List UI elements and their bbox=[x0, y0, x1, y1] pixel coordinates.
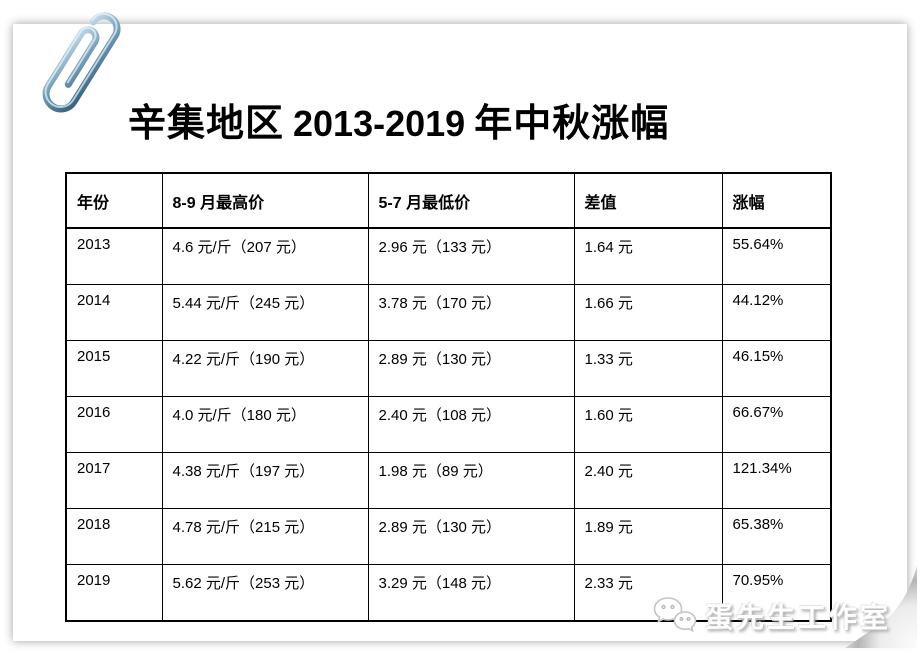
paperclip-icon bbox=[25, 0, 137, 146]
cell-year: 2017 bbox=[65, 452, 163, 509]
cell-year: 2013 bbox=[65, 227, 163, 285]
cell-min-price: 3.78 元（170 元） bbox=[367, 284, 575, 341]
col-header-min-price: 5-7 月最低价 bbox=[367, 172, 575, 229]
cell-increase: 44.12% bbox=[721, 284, 832, 341]
table-row: 2019 5.62 元/斤（253 元） 3.29 元（148 元） 2.33 … bbox=[65, 564, 832, 622]
table-row: 2013 4.6 元/斤（207 元） 2.96 元（133 元） 1.64 元… bbox=[65, 227, 832, 285]
cell-difference: 1.66 元 bbox=[573, 284, 723, 341]
cell-year: 2014 bbox=[65, 284, 163, 341]
col-header-year: 年份 bbox=[65, 172, 163, 229]
cell-difference: 1.89 元 bbox=[573, 508, 723, 565]
watermark-text: 蛋先生工作室 bbox=[704, 603, 891, 634]
cell-year: 2018 bbox=[65, 508, 163, 565]
cell-increase: 121.34% bbox=[721, 452, 832, 509]
col-header-increase: 涨幅 bbox=[721, 172, 832, 229]
cell-min-price: 1.98 元（89 元） bbox=[367, 452, 575, 509]
cell-max-price: 4.0 元/斤（180 元） bbox=[161, 396, 369, 453]
cell-min-price: 3.29 元（148 元） bbox=[367, 564, 575, 622]
cell-min-price: 2.89 元（130 元） bbox=[367, 340, 575, 397]
table-row: 2017 4.38 元/斤（197 元） 1.98 元（89 元） 2.40 元… bbox=[65, 452, 832, 509]
cell-min-price: 2.96 元（133 元） bbox=[367, 227, 575, 285]
table-row: 2018 4.78 元/斤（215 元） 2.89 元（130 元） 1.89 … bbox=[65, 508, 832, 565]
cell-increase: 70.95% bbox=[721, 564, 832, 622]
page-title: 辛集地区 2013-2019 年中秋涨幅 bbox=[128, 92, 669, 147]
cell-max-price: 5.62 元/斤（253 元） bbox=[161, 564, 369, 622]
col-header-max-price: 8-9 月最高价 bbox=[161, 172, 369, 229]
cell-difference: 1.33 元 bbox=[573, 340, 723, 397]
cell-max-price: 5.44 元/斤（245 元） bbox=[161, 284, 369, 341]
cell-difference: 1.60 元 bbox=[573, 396, 723, 453]
cell-year: 2016 bbox=[65, 396, 163, 453]
price-table: 年份 8-9 月最高价 5-7 月最低价 差值 涨幅 2013 4.6 元/斤（… bbox=[65, 172, 832, 622]
wechat-icon bbox=[653, 597, 697, 633]
cell-max-price: 4.78 元/斤（215 元） bbox=[161, 508, 369, 565]
table-row: 2016 4.0 元/斤（180 元） 2.40 元（108 元） 1.60 元… bbox=[65, 396, 832, 453]
cell-min-price: 2.89 元（130 元） bbox=[367, 508, 575, 565]
cell-difference: 1.64 元 bbox=[573, 227, 723, 285]
cell-difference: 2.40 元 bbox=[573, 452, 723, 509]
title-suffix: 年中秋涨幅 bbox=[474, 103, 670, 145]
col-header-difference: 差值 bbox=[573, 172, 723, 229]
watermark: 蛋先生工作室 bbox=[652, 595, 891, 637]
cell-max-price: 4.22 元/斤（190 元） bbox=[161, 340, 369, 397]
cell-min-price: 2.40 元（108 元） bbox=[367, 396, 575, 453]
title-year-range: 2013-2019 bbox=[293, 103, 466, 144]
table-header-row: 年份 8-9 月最高价 5-7 月最低价 差值 涨幅 bbox=[65, 172, 832, 229]
cell-year: 2019 bbox=[65, 564, 163, 622]
title-prefix: 辛集地区 bbox=[128, 103, 285, 145]
cell-difference: 2.33 元 bbox=[573, 564, 723, 622]
cell-increase: 46.15% bbox=[721, 340, 832, 397]
table-row: 2015 4.22 元/斤（190 元） 2.89 元（130 元） 1.33 … bbox=[65, 340, 832, 397]
cell-increase: 55.64% bbox=[721, 227, 832, 285]
cell-max-price: 4.6 元/斤（207 元） bbox=[161, 227, 369, 285]
cell-increase: 65.38% bbox=[721, 508, 832, 565]
table-row: 2014 5.44 元/斤（245 元） 3.78 元（170 元） 1.66 … bbox=[65, 284, 832, 341]
cell-max-price: 4.38 元/斤（197 元） bbox=[161, 452, 369, 509]
document-page: 辛集地区 2013-2019 年中秋涨幅 年份 8-9 月最高价 5-7 月最低价 … bbox=[13, 12, 917, 648]
cell-year: 2015 bbox=[65, 340, 163, 397]
cell-increase: 66.67% bbox=[721, 396, 832, 453]
